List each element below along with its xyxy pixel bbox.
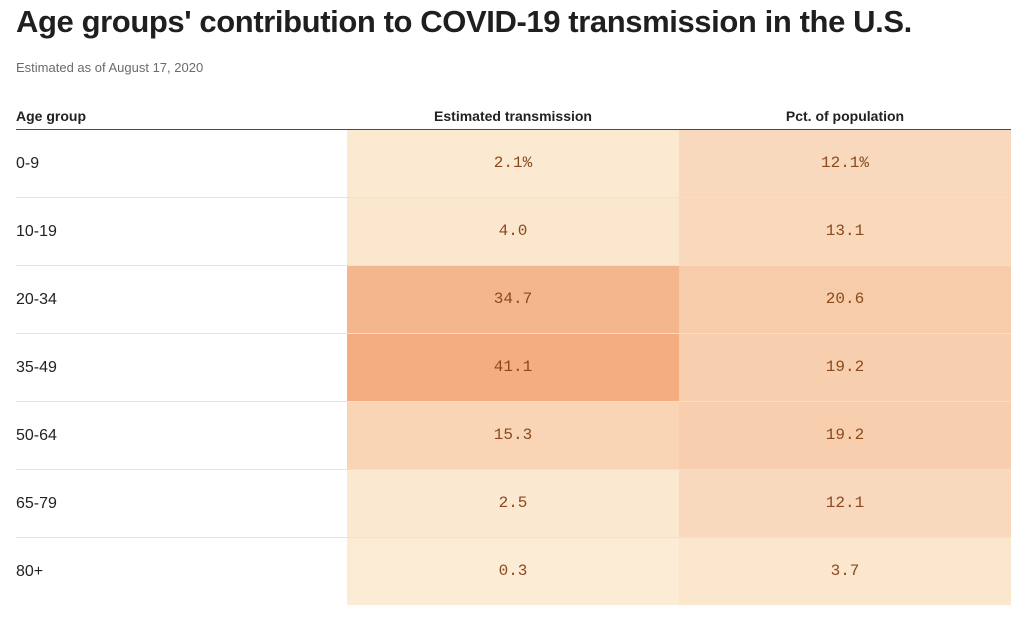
- population-cell: 13.1: [679, 198, 1011, 265]
- table-row: 35-49 41.1 19.2: [16, 334, 1011, 402]
- column-header-estimated-transmission: Estimated transmission: [434, 108, 592, 124]
- population-cell: 19.2: [679, 334, 1011, 401]
- population-cell: 20.6: [679, 266, 1011, 333]
- table-row: 80+ 0.3 3.7: [16, 538, 1011, 605]
- data-table: Age group Estimated transmission Pct. of…: [16, 100, 1011, 605]
- transmission-cell: 0.3: [347, 538, 679, 605]
- chart-subtitle: Estimated as of August 17, 2020: [16, 60, 204, 75]
- age-group-label: 80+: [16, 563, 44, 580]
- table-body: 0-9 2.1% 12.1% 10-19 4.0 13.1 20-34 34.7 20.6 35-…: [16, 130, 1011, 605]
- transmission-cell: 41.1: [347, 334, 679, 401]
- table-header: Age group Estimated transmission Pct. of…: [16, 100, 1011, 130]
- table-row: 0-9 2.1% 12.1%: [16, 130, 1011, 198]
- age-group-label: 20-34: [16, 291, 57, 308]
- population-cell: 19.2: [679, 402, 1011, 469]
- transmission-cell: 34.7: [347, 266, 679, 333]
- table-row: 50-64 15.3 19.2: [16, 402, 1011, 470]
- transmission-cell: 15.3: [347, 402, 679, 469]
- column-header-pct-of-population: Pct. of population: [785, 108, 905, 124]
- column-header-age-group: Age group: [16, 108, 86, 124]
- transmission-cell: 2.5: [347, 470, 679, 537]
- age-group-label: 50-64: [16, 427, 57, 444]
- transmission-cell: 4.0: [347, 198, 679, 265]
- age-group-label: 35-49: [16, 359, 57, 376]
- population-cell: 3.7: [679, 538, 1011, 605]
- age-group-label: 65-79: [16, 495, 57, 512]
- age-group-label: 10-19: [16, 223, 57, 240]
- chart-title: Age groups' contribution to COVID-19 tra…: [16, 4, 912, 39]
- table-row: 10-19 4.0 13.1: [16, 198, 1011, 266]
- population-cell: 12.1%: [679, 130, 1011, 197]
- population-cell: 12.1: [679, 470, 1011, 537]
- age-group-label: 0-9: [16, 155, 40, 172]
- transmission-cell: 2.1%: [347, 130, 679, 197]
- table-row: 65-79 2.5 12.1: [16, 470, 1011, 538]
- table-row: 20-34 34.7 20.6: [16, 266, 1011, 334]
